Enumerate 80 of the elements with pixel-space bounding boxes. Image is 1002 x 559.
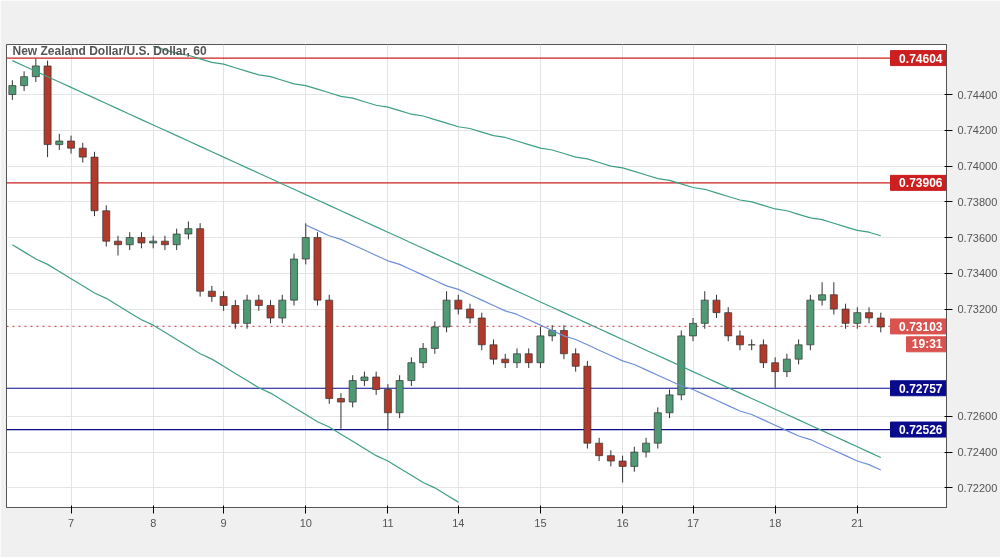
candlestick [841,303,850,330]
x-tick-label: 14 [452,516,465,529]
candlestick [630,446,639,473]
x-tick-label: 7 [67,516,75,529]
candlestick [759,338,768,369]
candlestick [454,294,463,315]
candlestick [20,70,28,92]
x-tick-label: 15 [534,516,547,529]
candlestick [642,437,650,458]
candlestick [219,290,228,312]
x-tick-label: 10 [299,516,312,529]
candlestick [818,281,826,306]
y-tick-label: 0.73800 [957,195,998,208]
candlestick [348,374,357,408]
candlestick [8,79,17,101]
y-tick-label: 0.72400 [957,446,998,459]
y-tick-label: 0.73600 [957,231,998,244]
candlestick [689,317,697,342]
candlestick [337,392,345,430]
candlestick [301,222,310,265]
y-tick-label: 0.73200 [957,303,998,316]
candlestick [208,285,216,303]
candlestick [736,330,744,351]
x-tick-label: 8 [150,516,157,529]
candlestick [700,290,709,330]
x-tick-label: 21 [851,516,864,529]
candlestick [524,347,533,369]
x-tick-label: 17 [686,516,700,529]
y-tick-label: 0.74200 [957,124,998,137]
candlestick [665,389,674,419]
x-tick-label: 18 [769,516,782,529]
candlestick [571,347,580,373]
candlestick [419,342,427,369]
candlestick [243,294,251,330]
candlestick [161,235,169,251]
y-tick-label: 0.72200 [957,481,998,494]
ref-line-label: 0.74604 [899,51,943,66]
candlestick [853,306,862,330]
candlestick [489,338,498,365]
y-tick-label: 0.73400 [957,267,998,280]
candlestick [384,383,392,432]
line-series [11,244,459,503]
candlestick [865,306,873,324]
ref-line-label: 0.72757 [899,381,943,396]
candlestick [783,353,791,378]
candlestick [78,142,87,163]
candlestick [829,281,838,315]
line-series [11,59,882,459]
x-tick-label: 11 [382,516,394,529]
ref-line-label: 0.73906 [899,176,943,191]
candlestick [595,437,603,462]
ref-line-label: 0.72526 [899,423,943,438]
candlestick [407,356,416,387]
candlestick [560,324,568,360]
x-tick-label: 16 [616,516,629,529]
candlestick [794,338,803,365]
line-series [152,45,882,237]
candlestick [876,312,885,333]
candlestick [266,299,275,324]
candlestick [771,356,780,389]
y-tick-label: 0.74000 [957,160,998,173]
candlestick [618,455,627,483]
candlestick [114,235,122,256]
candlestick [724,306,733,342]
candlestick [172,228,181,251]
line-series [305,224,882,471]
candlestick [231,299,240,330]
candlestick [67,135,75,155]
y-tick-label: 0.72600 [957,410,998,423]
text: 19:31 [911,337,943,352]
candlestick [372,371,381,396]
candlestick [607,449,615,467]
candlestick [712,294,721,319]
candlestick [513,347,521,369]
candlestick [430,321,439,355]
candlestick [278,294,287,324]
y-tick-label: 0.74400 [957,88,998,101]
ref-line-label: 0.73103 [899,319,943,334]
candlestick [466,303,474,324]
x-tick-label: 9 [220,516,227,529]
